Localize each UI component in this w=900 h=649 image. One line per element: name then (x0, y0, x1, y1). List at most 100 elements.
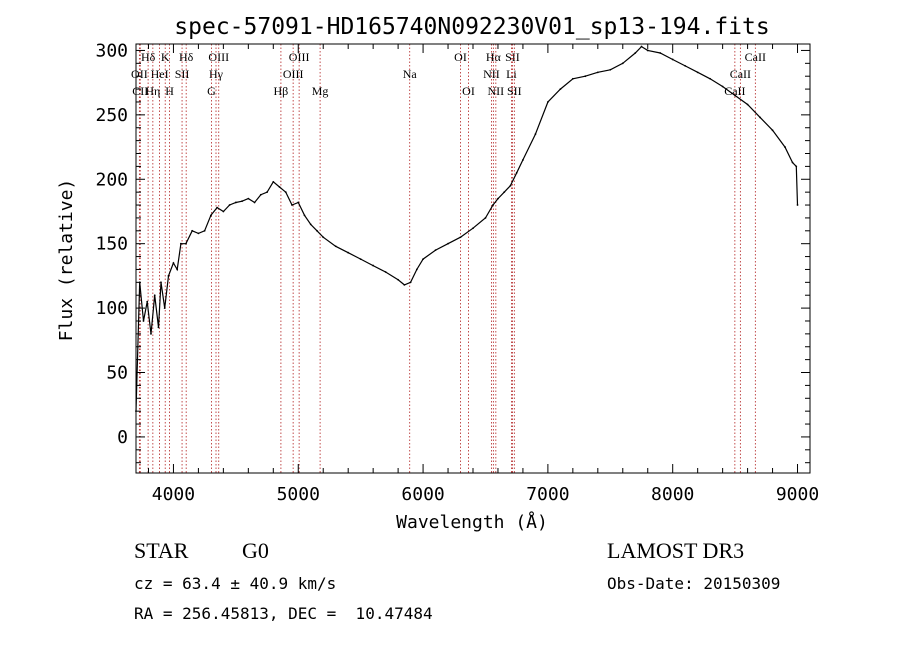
spectrum-point (150, 332, 152, 335)
feature-label: NII (488, 84, 505, 98)
spectrum-point (284, 191, 287, 194)
y-axis-label: Flux (relative) (56, 179, 77, 342)
feature-label: OI (462, 84, 475, 98)
spectrum-point (303, 214, 306, 217)
spectrum-point (397, 278, 400, 281)
feature-label: OII (131, 67, 148, 81)
x-tick-label: 7000 (526, 484, 569, 505)
feature-label: Li (506, 67, 517, 81)
feature-label: Hδ (141, 50, 156, 64)
spectrum-point (253, 201, 256, 204)
spectrum-point (146, 300, 149, 303)
observation-date: Obs-Date: 20150309 (607, 574, 781, 593)
y-tick-label: 300 (95, 40, 128, 61)
spectrum-point (734, 94, 737, 97)
spectrum-point (403, 284, 406, 286)
spectrum-point (791, 161, 794, 164)
spectrum-point (209, 214, 212, 217)
spectrum-point (167, 274, 170, 277)
x-tick-label: 4000 (152, 484, 195, 505)
y-tick-label: 0 (117, 427, 128, 448)
spectrum-point (746, 103, 749, 106)
spectrum-point (278, 186, 281, 188)
spectrum-point (684, 65, 687, 67)
chart-title: spec-57091-HD165740N092230V01_sp13-194.f… (174, 14, 769, 40)
spectrum-point (359, 258, 362, 261)
sky-coordinates: RA = 256.45813, DEC = 10.47484 (134, 604, 433, 623)
spectrum-point (584, 75, 587, 78)
spectrum-point (503, 191, 506, 194)
spectrum-point (546, 101, 549, 103)
feature-label: SII (175, 67, 190, 81)
feature-label: OIII (283, 67, 304, 81)
spectrum-point (609, 68, 612, 71)
feature-label: OIII (289, 50, 310, 64)
spectrum-point (216, 206, 219, 209)
spectrum-point (484, 217, 487, 219)
spectrum-point (185, 242, 187, 245)
feature-label: H (165, 84, 174, 98)
spectrum-point (422, 258, 424, 261)
feature-label: K (161, 50, 170, 64)
spectrum-point (559, 88, 562, 90)
feature-label: Hδ (179, 50, 194, 64)
spectrum-point (347, 251, 350, 254)
feature-label: Hα (486, 50, 502, 64)
spectrum-point (160, 281, 162, 284)
feature-label: Hη (145, 84, 160, 98)
feature-label: CaII (724, 84, 745, 98)
spectrum-point (596, 71, 599, 74)
x-tick-label: 5000 (277, 484, 320, 505)
spectrum-point (247, 197, 250, 200)
feature-label: Na (403, 67, 418, 81)
spectrum-point (534, 133, 537, 136)
y-tick-label: 250 (95, 105, 128, 126)
plot-frame (135, 43, 811, 474)
spectrum-point (316, 229, 318, 232)
x-tick-label: 9000 (776, 484, 819, 505)
spectrum-point (497, 197, 499, 200)
spectrum-point (291, 204, 293, 206)
y-tick-label: 50 (106, 363, 128, 384)
spectrum-point (234, 201, 237, 204)
x-tick-label: 8000 (651, 484, 694, 505)
spectrum-point (634, 52, 637, 54)
spectrum-point (759, 116, 761, 119)
spectrum-point (646, 49, 649, 52)
feature-label: SII (505, 50, 520, 64)
spectrum-point (640, 45, 643, 48)
spectrum-point (297, 201, 300, 204)
feature-label: CaII (745, 50, 766, 64)
spectrum-point (671, 58, 674, 61)
spectrum-line-layer (135, 45, 799, 413)
spectrum-point (472, 227, 474, 230)
x-axis-label: Wavelength (Å) (396, 511, 548, 533)
spectrum-point (322, 236, 325, 239)
y-tick-label: 100 (95, 298, 128, 319)
spectrum-point (384, 271, 387, 273)
spectrum-point (522, 159, 524, 161)
spectrum-point (163, 307, 166, 309)
spectrum-point (176, 268, 179, 271)
spectrum-point (309, 223, 312, 226)
spectrum-point (180, 242, 182, 245)
feature-label: SII (507, 84, 522, 98)
spectrum-point (447, 242, 449, 245)
feature-label: Mg (312, 84, 329, 98)
spectrum-point (372, 264, 375, 267)
spectrum-point (409, 281, 412, 284)
spectrum-line (135, 45, 799, 412)
spectrum-point (241, 200, 243, 203)
feature-label: OIII (208, 50, 229, 64)
spectrum-point (796, 204, 799, 206)
survey-name: LAMOST DR3 (607, 538, 745, 563)
spectrum-point (621, 62, 624, 65)
feature-label: Hγ (209, 67, 224, 81)
spectrum-point (509, 184, 512, 187)
spectrum-point (434, 249, 437, 252)
spectrum-point (222, 210, 225, 213)
x-tick-label: 6000 (401, 484, 444, 505)
spectrum-point (203, 229, 206, 232)
spectrum-point (334, 245, 337, 248)
feature-label: HeI (151, 67, 169, 81)
